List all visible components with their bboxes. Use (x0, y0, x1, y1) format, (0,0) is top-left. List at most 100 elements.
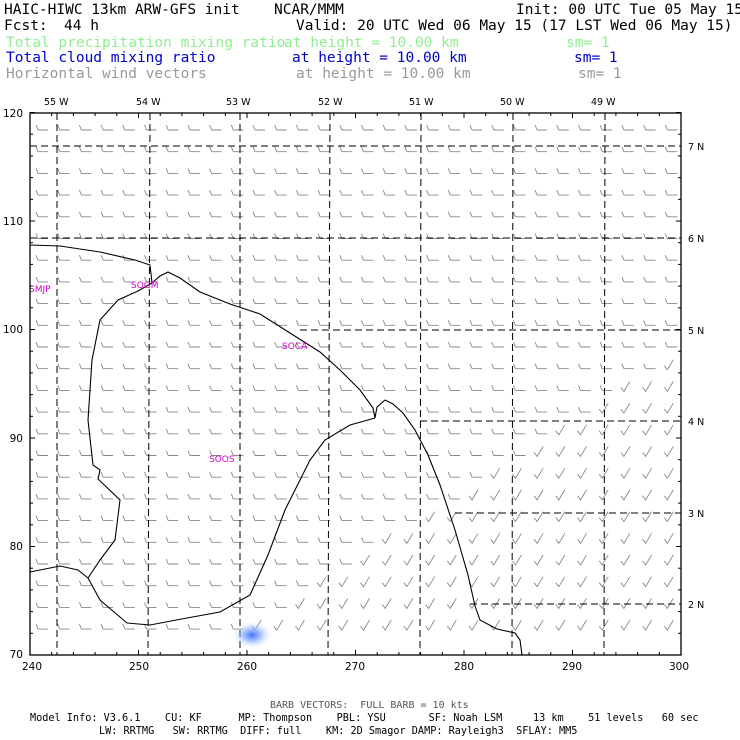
wind-barb (295, 472, 309, 478)
wind-barb (425, 533, 435, 545)
wind-barb (382, 124, 396, 131)
wind-barb (122, 406, 135, 413)
wind-barb (425, 598, 435, 610)
wind-barb (187, 537, 200, 543)
wind-barb (382, 472, 396, 478)
wind-barb (621, 124, 634, 131)
wind-barb (78, 406, 92, 413)
wind-barb (642, 533, 652, 545)
wind-barb (642, 424, 652, 436)
wind-barb (100, 124, 114, 131)
wind-barb (578, 124, 591, 131)
wind-barb (426, 493, 439, 500)
wind-barb (252, 298, 265, 305)
wind-barb (404, 255, 417, 261)
wind-barb (165, 515, 179, 522)
wind-barb (100, 515, 114, 522)
wind-barb (78, 211, 92, 218)
wind-barb (643, 320, 656, 326)
wind-barb (252, 493, 265, 500)
wind-barb (274, 168, 287, 174)
wind-barb (447, 298, 461, 305)
wind-barb (274, 580, 287, 587)
wind-barb (447, 406, 461, 413)
wind-barb (447, 276, 461, 283)
wind-barb (273, 619, 284, 631)
wind-barb (469, 406, 482, 413)
wind-barb (274, 472, 287, 478)
wind-barb (100, 450, 114, 456)
wind-barb (381, 554, 392, 566)
y-tick: 90 (10, 433, 23, 445)
wind-barb (317, 276, 331, 283)
wind-barb (426, 341, 439, 348)
wind-barb (361, 189, 374, 196)
wind-barb (425, 576, 435, 588)
wind-barb (100, 406, 114, 413)
wind-barb (361, 428, 374, 435)
wind-barb (404, 298, 417, 305)
wind-barb (165, 298, 179, 305)
wind-barb (165, 124, 179, 131)
wind-barb (165, 189, 179, 196)
wind-barb (57, 602, 70, 608)
wind-barb (382, 363, 396, 370)
wind-barb (122, 472, 135, 478)
wind-barb (664, 255, 678, 261)
wind-barb (317, 537, 331, 543)
wind-barb (165, 320, 179, 326)
wind-barb (469, 385, 482, 391)
wind-barb (78, 341, 92, 348)
wind-barb (447, 341, 461, 348)
wind-barb (165, 168, 179, 174)
wind-barb (512, 428, 526, 435)
wind-barb (35, 363, 48, 370)
wind-barb (144, 146, 157, 153)
wind-barb (620, 402, 631, 414)
wind-barb (361, 537, 374, 543)
wind-barb (339, 385, 352, 391)
wind-barb (469, 298, 482, 305)
wind-barb (663, 511, 674, 523)
wind-barb (533, 489, 544, 501)
wind-barb (469, 320, 482, 326)
wind-barb (491, 406, 504, 413)
wind-barb (664, 168, 678, 174)
wind-barb (274, 428, 287, 435)
wind-barb (274, 450, 287, 456)
wind-barb (643, 363, 656, 370)
lon-label: 49 W (591, 97, 616, 108)
wind-barb (100, 211, 114, 218)
wind-barb (555, 598, 566, 610)
wind-barb (620, 467, 631, 480)
wind-barb (664, 298, 678, 305)
wind-barb (187, 406, 200, 413)
wind-barb (339, 320, 352, 326)
lat-label: 4 N (688, 417, 704, 428)
wind-barb (447, 363, 461, 370)
wind-barb (534, 168, 548, 174)
wind-barb (317, 255, 331, 261)
wind-barb (187, 450, 200, 456)
station-soca: SOCA (282, 342, 308, 352)
wind-barb (35, 168, 48, 174)
wind-barb (534, 363, 548, 370)
wind-barb (122, 450, 135, 456)
wind-barb (403, 576, 414, 588)
wind-barb (578, 168, 591, 174)
wind-barb (469, 428, 482, 435)
wind-barb (643, 211, 656, 218)
wind-barb (338, 576, 349, 588)
wind-barb (100, 580, 114, 587)
wind-barb (598, 576, 609, 588)
wind-barb (144, 168, 157, 174)
field-3-height: at height = 10.00 km (296, 66, 471, 82)
wind-barb (78, 298, 92, 305)
wind-barb (534, 146, 548, 153)
wind-barb (338, 619, 349, 631)
wind-barb (165, 406, 179, 413)
wind-barb (469, 341, 482, 348)
wind-barb (577, 533, 587, 545)
wind-barb (382, 515, 396, 522)
wind-barb (469, 255, 482, 261)
